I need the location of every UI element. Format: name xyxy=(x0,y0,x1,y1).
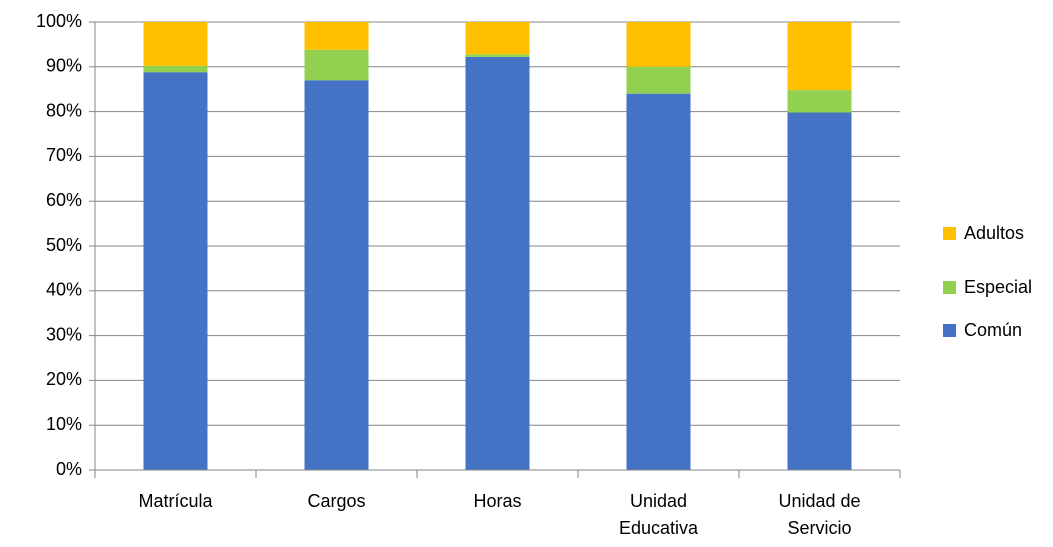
legend-swatch xyxy=(943,324,956,337)
x-tick-label: Matrícula xyxy=(138,491,213,511)
y-tick-label: 0% xyxy=(56,459,82,479)
bar-segment xyxy=(626,66,691,94)
bar-segment xyxy=(143,72,208,471)
y-tick-label: 80% xyxy=(46,100,82,120)
y-tick-label: 20% xyxy=(46,369,82,389)
bar-segment xyxy=(304,80,369,471)
legend-swatch xyxy=(943,227,956,240)
legend-swatch xyxy=(943,281,956,294)
y-tick-label: 90% xyxy=(46,56,82,76)
bar-segment xyxy=(304,49,369,81)
bar-segment xyxy=(465,56,530,470)
bar-segment xyxy=(304,22,369,50)
y-tick-label: 10% xyxy=(46,414,82,434)
bar-segment xyxy=(787,90,852,113)
x-tick-label: Cargos xyxy=(307,491,366,511)
bar-segment xyxy=(626,22,691,67)
bar-segment xyxy=(465,22,530,55)
y-tick-label: 60% xyxy=(46,190,82,210)
x-tick-label: Horas xyxy=(473,491,522,511)
bar-segment xyxy=(626,93,691,471)
y-tick-label: 50% xyxy=(46,235,82,255)
bar-segment xyxy=(787,22,852,91)
bar-segment xyxy=(143,22,208,66)
legend-label: Adultos xyxy=(964,223,1024,243)
y-tick-label: 30% xyxy=(46,324,82,344)
bar-segment xyxy=(465,54,530,57)
legend-label: Común xyxy=(964,320,1022,340)
y-tick-label: 40% xyxy=(46,280,82,300)
bar-segment xyxy=(787,112,852,470)
x-tick-label: Unidad Educativa xyxy=(618,491,699,538)
legend-label: Especial xyxy=(964,277,1032,297)
y-tick-label: 100% xyxy=(36,11,82,31)
bar-segment xyxy=(143,65,208,73)
x-tick-label: Unidad de Servicio xyxy=(778,491,861,538)
y-tick-label: 70% xyxy=(46,145,82,165)
